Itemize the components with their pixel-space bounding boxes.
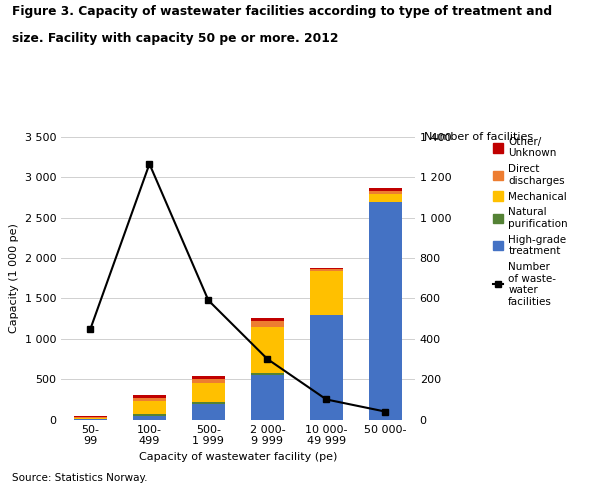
Bar [74,416,107,418]
Bar [192,379,224,383]
Bar [251,318,284,322]
Bar [251,327,284,373]
Text: Source: Statistics Norway.: Source: Statistics Norway. [12,473,148,483]
Bar [310,268,343,269]
X-axis label: Capacity of wastewater facility (pe): Capacity of wastewater facility (pe) [138,452,337,462]
Text: size. Facility with capacity 50 pe or more. 2012: size. Facility with capacity 50 pe or mo… [12,32,339,45]
Bar [192,404,224,420]
Bar [310,315,343,420]
Bar [133,402,166,414]
Bar [74,418,107,419]
Bar [133,398,166,402]
Bar [369,191,401,194]
Bar [133,395,166,398]
Y-axis label: Capacity (1 000 pe): Capacity (1 000 pe) [9,223,19,333]
Bar [192,383,224,402]
Bar [192,376,224,379]
Bar [251,375,284,420]
Bar [133,414,166,416]
Bar [310,269,343,271]
Bar [310,271,343,315]
Bar [369,194,401,202]
Legend: Other/
Unknown, Direct
discharges, Mechanical, Natural
purification, High-grade
: Other/ Unknown, Direct discharges, Mecha… [493,137,568,307]
Bar [192,402,224,404]
Bar [369,187,401,191]
Bar [369,202,401,420]
Bar [251,322,284,327]
Bar [133,416,166,420]
Text: Number of facilities: Number of facilities [424,132,533,142]
Text: Figure 3. Capacity of wastewater facilities according to type of treatment and: Figure 3. Capacity of wastewater facilit… [12,5,552,18]
Bar [251,373,284,375]
